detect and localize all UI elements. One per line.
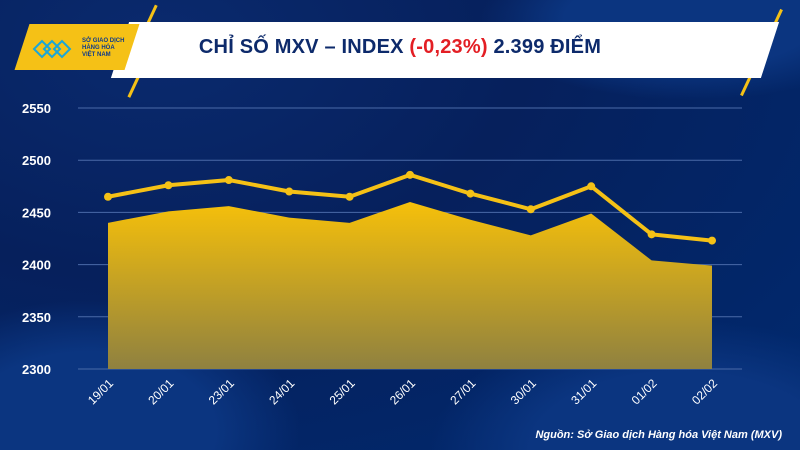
y-tick-label: 2450 bbox=[22, 205, 51, 220]
x-tick-label: 19/01 bbox=[85, 376, 116, 407]
logo-icon bbox=[32, 39, 72, 59]
y-tick-label: 2350 bbox=[22, 310, 51, 325]
line-point bbox=[224, 176, 233, 185]
title-prefix: CHỈ SỐ MXV – INDEX bbox=[198, 36, 410, 58]
x-tick-label: 20/01 bbox=[145, 376, 176, 407]
title-suffix: 2.399 ĐIỂM bbox=[487, 36, 602, 58]
line-point bbox=[587, 182, 596, 191]
line-point bbox=[466, 189, 475, 198]
y-tick-label: 2300 bbox=[22, 362, 51, 377]
page-title: CHỈ SỐ MXV – INDEX (-0,23%) 2.399 ĐIỂM bbox=[0, 36, 800, 59]
y-tick-label: 2500 bbox=[22, 153, 51, 168]
x-tick-label: 30/01 bbox=[508, 376, 539, 407]
title-change: (-0,23%) bbox=[409, 36, 488, 58]
x-tick-label: 01/02 bbox=[629, 376, 660, 407]
line-point bbox=[708, 236, 716, 245]
x-tick-label: 26/01 bbox=[387, 376, 418, 407]
area-series bbox=[108, 201, 712, 369]
y-tick-label: 2550 bbox=[22, 101, 51, 116]
logo-text: SỞ GIAO DỊCH HÀNG HÓA VIỆT NAM bbox=[82, 38, 125, 58]
x-tick-label: 23/01 bbox=[206, 376, 237, 407]
line-point bbox=[526, 205, 535, 214]
x-tick-label: 02/02 bbox=[689, 376, 720, 407]
x-tick-label: 31/01 bbox=[568, 376, 599, 407]
x-tick-label: 25/01 bbox=[327, 376, 358, 407]
line-point bbox=[345, 192, 354, 201]
line-point bbox=[104, 192, 112, 201]
y-tick-label: 2400 bbox=[22, 258, 51, 273]
x-tick-label: 24/01 bbox=[266, 376, 297, 407]
line-point bbox=[647, 230, 656, 239]
x-tick-label: 27/01 bbox=[447, 376, 478, 407]
source-note: Nguồn: Sở Giao dịch Hàng hóa Việt Nam (M… bbox=[535, 429, 782, 441]
line-point bbox=[164, 181, 173, 190]
line-point bbox=[406, 170, 414, 179]
line-point bbox=[285, 187, 294, 196]
